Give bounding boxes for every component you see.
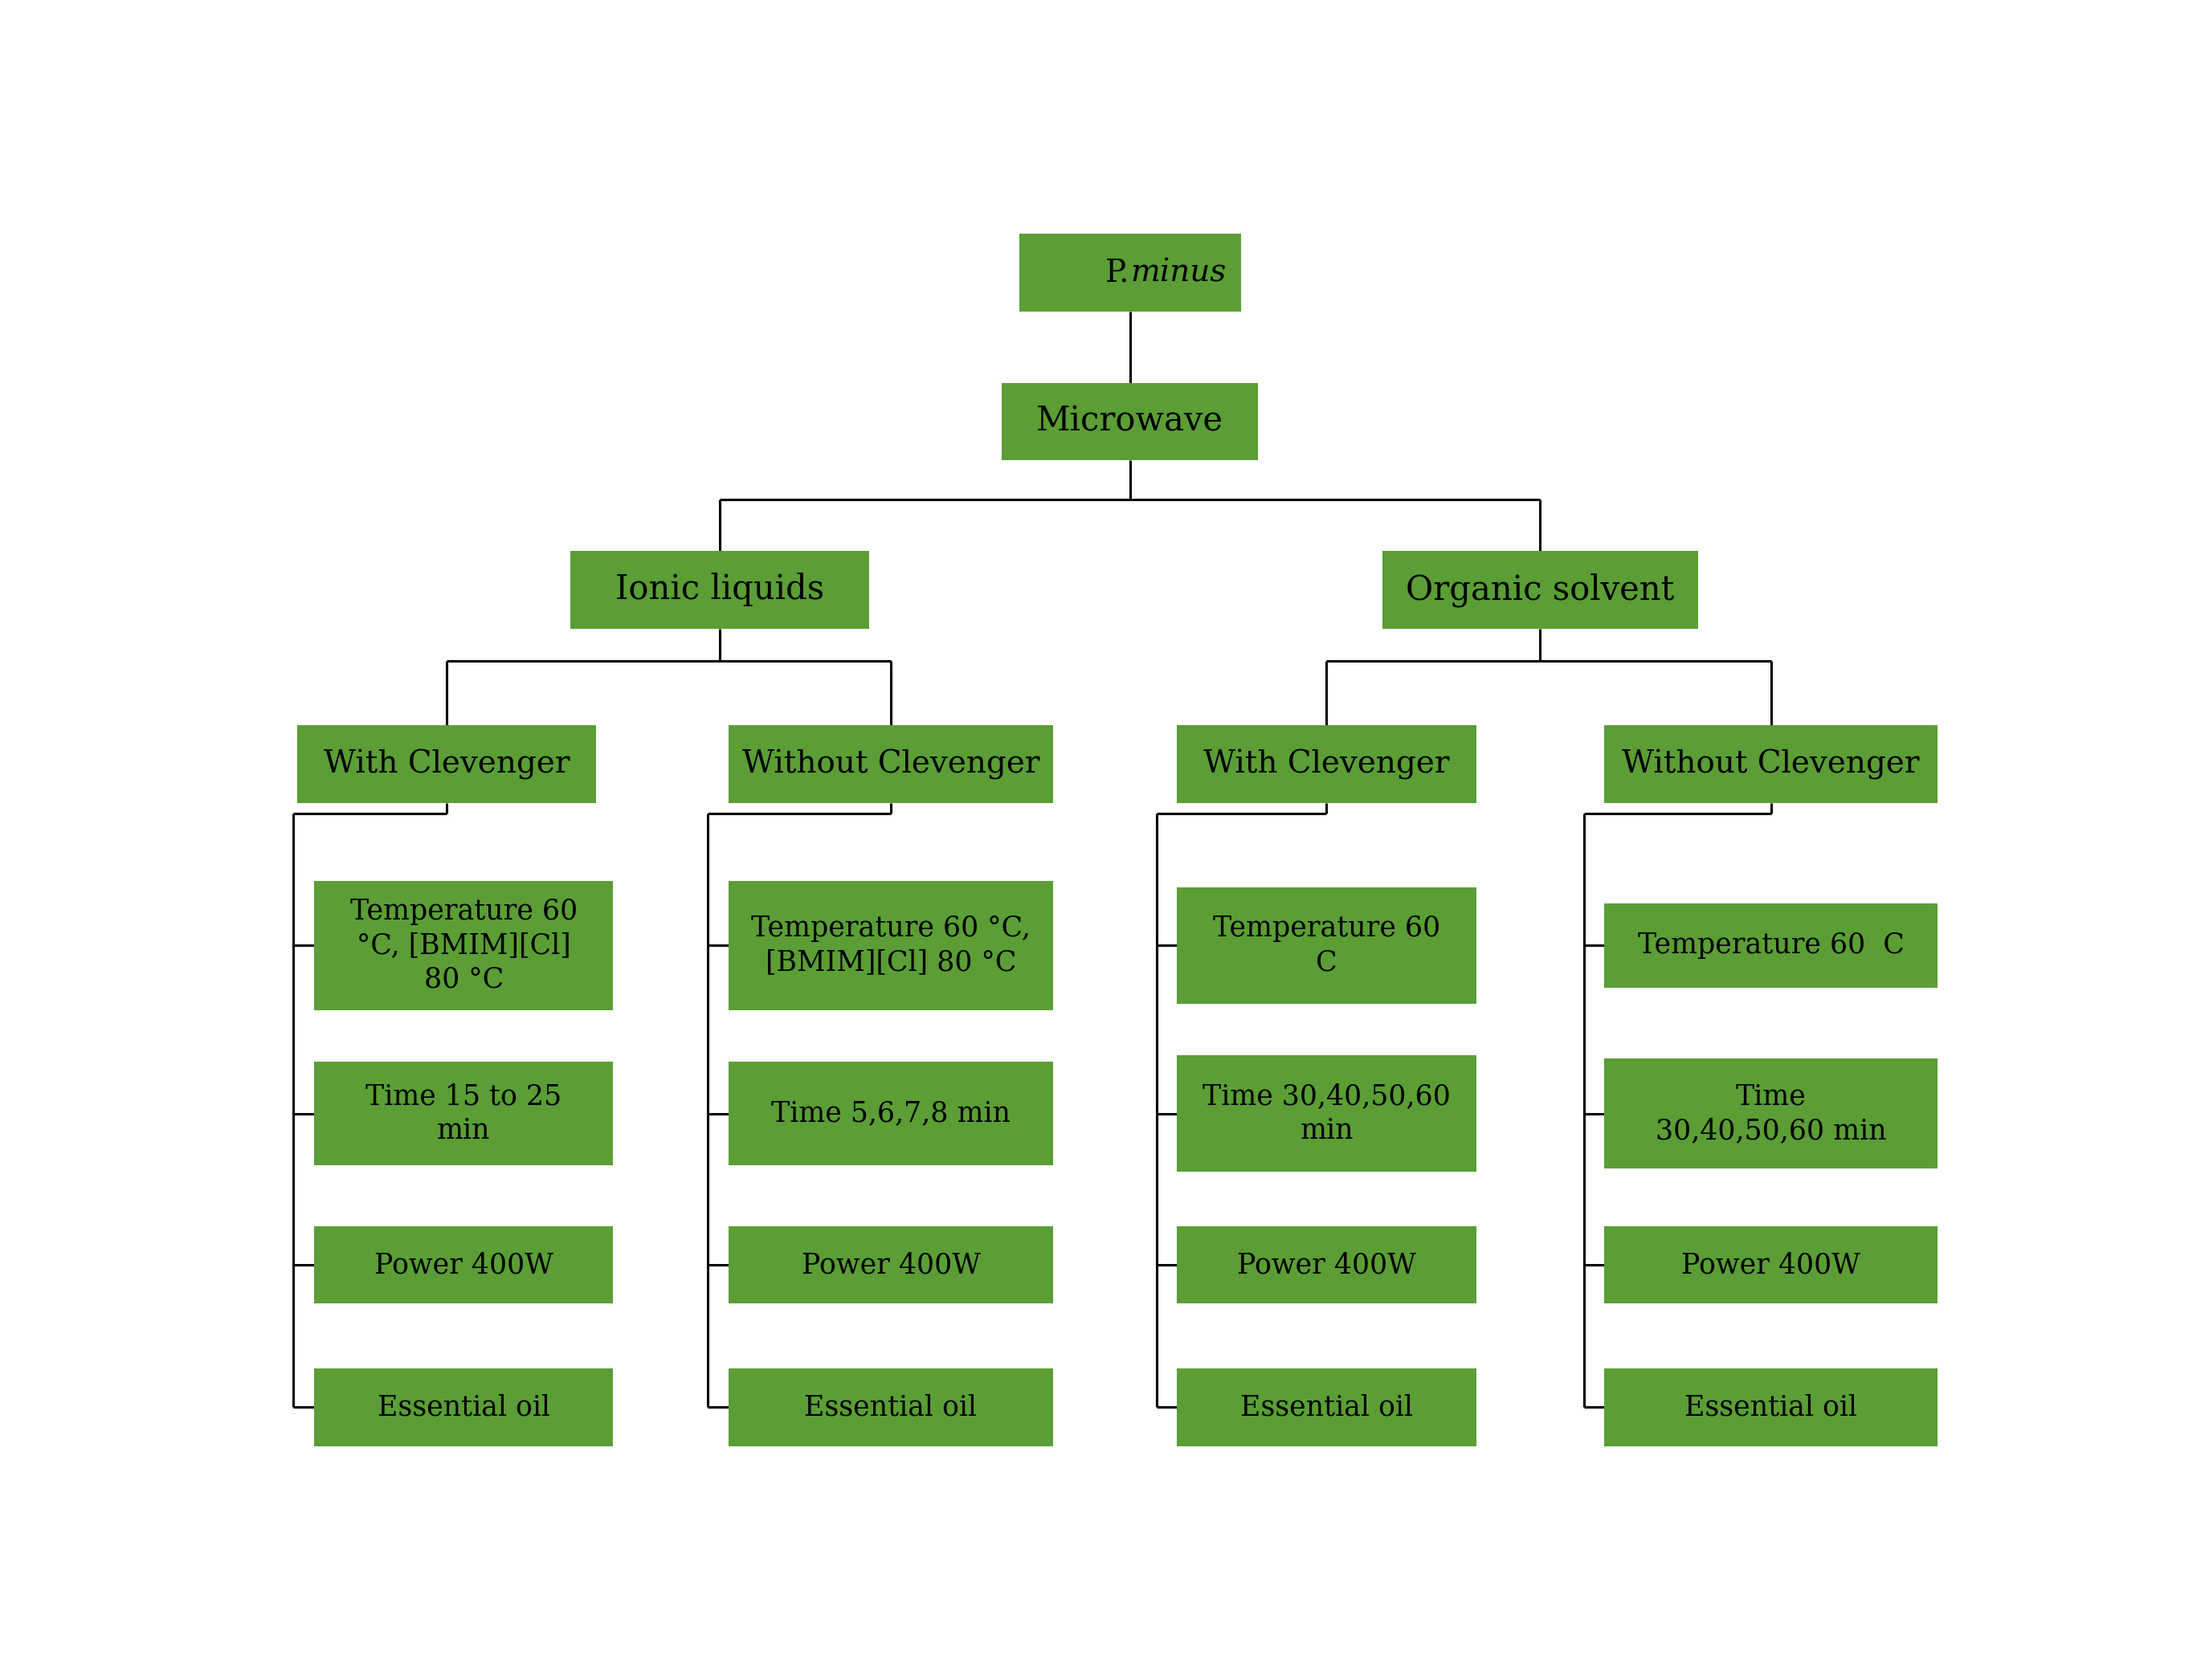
Text: minus: minus xyxy=(1129,259,1226,287)
FancyBboxPatch shape xyxy=(1177,1055,1475,1173)
Text: With Clevenger: With Clevenger xyxy=(1204,749,1449,780)
FancyBboxPatch shape xyxy=(1605,726,1938,803)
FancyBboxPatch shape xyxy=(728,1369,1054,1446)
FancyBboxPatch shape xyxy=(1605,1226,1938,1304)
FancyBboxPatch shape xyxy=(728,880,1054,1010)
FancyBboxPatch shape xyxy=(1001,383,1259,460)
Text: Power 400W: Power 400W xyxy=(1237,1252,1416,1278)
FancyBboxPatch shape xyxy=(1383,551,1698,628)
FancyBboxPatch shape xyxy=(313,1369,613,1446)
Text: Essential oil: Essential oil xyxy=(1239,1394,1413,1421)
FancyBboxPatch shape xyxy=(1605,904,1938,988)
Text: Power 400W: Power 400W xyxy=(800,1252,981,1278)
Text: Without Clevenger: Without Clevenger xyxy=(743,749,1039,780)
Text: Power 400W: Power 400W xyxy=(1682,1252,1861,1278)
FancyBboxPatch shape xyxy=(1605,1058,1938,1169)
Text: Essential oil: Essential oil xyxy=(377,1394,549,1421)
Text: Essential oil: Essential oil xyxy=(805,1394,977,1421)
Text: Microwave: Microwave xyxy=(1036,405,1224,438)
FancyBboxPatch shape xyxy=(298,726,595,803)
FancyBboxPatch shape xyxy=(1019,234,1241,311)
FancyBboxPatch shape xyxy=(313,1062,613,1166)
Text: Without Clevenger: Without Clevenger xyxy=(1623,749,1921,780)
FancyBboxPatch shape xyxy=(1177,1369,1475,1446)
FancyBboxPatch shape xyxy=(728,1062,1054,1166)
FancyBboxPatch shape xyxy=(1605,1369,1938,1446)
Text: Time 5,6,7,8 min: Time 5,6,7,8 min xyxy=(772,1100,1010,1127)
Text: With Clevenger: With Clevenger xyxy=(324,749,569,780)
FancyBboxPatch shape xyxy=(313,1226,613,1304)
Text: Organic solvent: Organic solvent xyxy=(1407,573,1674,606)
Text: Time
30,40,50,60 min: Time 30,40,50,60 min xyxy=(1656,1084,1887,1144)
FancyBboxPatch shape xyxy=(1177,887,1475,1003)
Text: Temperature 60 °C,
[BMIM][Cl] 80 °C: Temperature 60 °C, [BMIM][Cl] 80 °C xyxy=(752,916,1030,976)
Text: Time 15 to 25
min: Time 15 to 25 min xyxy=(366,1084,562,1144)
FancyBboxPatch shape xyxy=(1177,1226,1475,1304)
Text: Temperature 60  C: Temperature 60 C xyxy=(1638,932,1905,959)
Text: Ionic liquids: Ionic liquids xyxy=(615,573,825,606)
FancyBboxPatch shape xyxy=(728,726,1054,803)
Text: Power 400W: Power 400W xyxy=(375,1252,553,1278)
FancyBboxPatch shape xyxy=(571,551,869,628)
Text: Time 30,40,50,60
min: Time 30,40,50,60 min xyxy=(1202,1084,1451,1144)
FancyBboxPatch shape xyxy=(728,1226,1054,1304)
Text: P.: P. xyxy=(1105,259,1129,287)
FancyBboxPatch shape xyxy=(1177,726,1475,803)
Text: Temperature 60
C: Temperature 60 C xyxy=(1213,916,1440,976)
Text: Essential oil: Essential oil xyxy=(1685,1394,1857,1421)
Text: Temperature 60
°C, [BMIM][Cl]
80 °C: Temperature 60 °C, [BMIM][Cl] 80 °C xyxy=(351,897,578,993)
FancyBboxPatch shape xyxy=(313,880,613,1010)
